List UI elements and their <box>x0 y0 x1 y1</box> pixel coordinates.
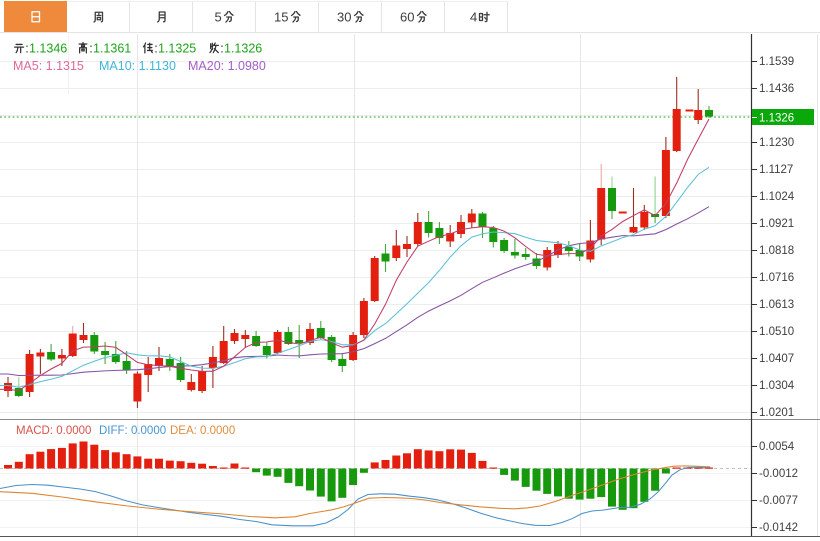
svg-text:1.1361: 1.1361 <box>93 41 131 55</box>
svg-text:1.0921: 1.0921 <box>759 218 794 230</box>
svg-text:1.1436: 1.1436 <box>759 83 794 95</box>
svg-text:1.1127: 1.1127 <box>759 164 793 176</box>
svg-text:1.1325: 1.1325 <box>158 41 196 55</box>
svg-text:5: 5 <box>215 10 222 25</box>
svg-text::: : <box>154 41 157 55</box>
svg-text:4: 4 <box>470 10 477 25</box>
svg-text:1.0818: 1.0818 <box>759 245 794 257</box>
svg-text:15: 15 <box>274 10 288 25</box>
svg-text:-0.0142: -0.0142 <box>759 522 798 534</box>
svg-text:60: 60 <box>400 10 414 25</box>
svg-text:1.0304: 1.0304 <box>759 380 795 392</box>
svg-text:-0.0077: -0.0077 <box>759 495 798 507</box>
svg-text:-0.0012: -0.0012 <box>759 468 798 480</box>
svg-text:30: 30 <box>337 10 351 25</box>
svg-text:1.1346: 1.1346 <box>29 41 67 55</box>
svg-text:1.1230: 1.1230 <box>759 137 794 149</box>
svg-text:1.1539: 1.1539 <box>759 56 794 68</box>
svg-text:1.1326: 1.1326 <box>759 113 794 125</box>
svg-text:1.1326: 1.1326 <box>224 41 262 55</box>
svg-text:1.0510: 1.0510 <box>759 326 794 338</box>
svg-text:0.0054: 0.0054 <box>759 441 795 453</box>
svg-text:1.0201: 1.0201 <box>759 407 794 419</box>
svg-text:1.0716: 1.0716 <box>759 272 794 284</box>
svg-text::: : <box>220 41 223 55</box>
svg-text:1.0407: 1.0407 <box>759 353 794 365</box>
svg-text::: : <box>89 41 92 55</box>
svg-text:1.0613: 1.0613 <box>759 299 794 311</box>
svg-text::: : <box>25 41 28 55</box>
svg-text:1.1024: 1.1024 <box>759 191 795 203</box>
